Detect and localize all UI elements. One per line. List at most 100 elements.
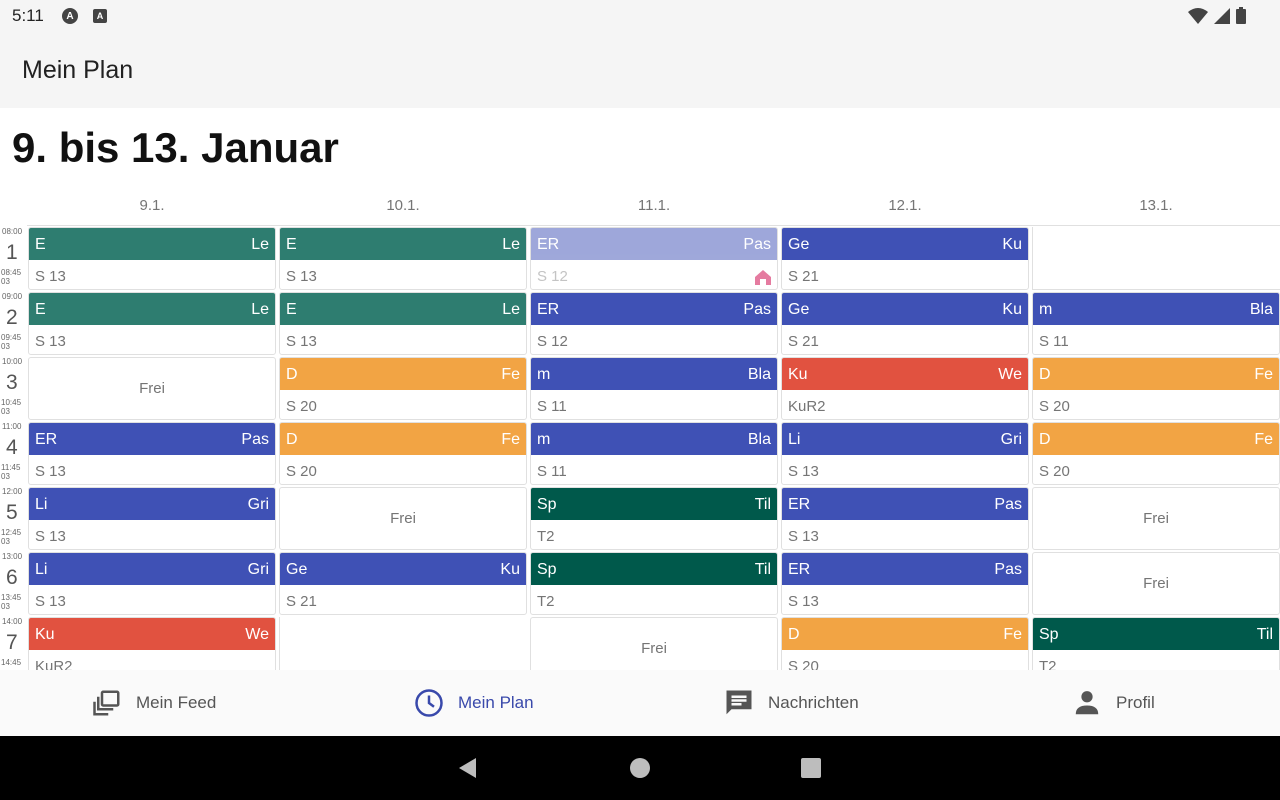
lesson-header: E Le [280,228,526,260]
lesson-cell[interactable]: Li Gri S 13 [28,552,276,615]
lesson-cell[interactable]: Sp Til T2 [530,552,778,615]
recents-icon[interactable] [799,756,823,780]
period-start-time: 13:00 [2,552,23,561]
lesson-cell[interactable]: Ku We KuR2 [781,357,1029,420]
lesson-cell[interactable]: E Le S 13 [28,292,276,355]
lesson-cell[interactable]: ER Pas S 13 [781,487,1029,550]
lesson-subject: D [1039,431,1051,448]
lesson-cell[interactable]: D Fe S 20 [1032,422,1280,485]
header-divider [27,225,1280,226]
lesson-cell[interactable]: ER Pas S 12 [530,292,778,355]
lesson-room: T2 [537,593,555,610]
lesson-cell[interactable]: D Fe S 20 [279,422,527,485]
nav-item-nachrichten[interactable]: Nachrichten [724,670,859,736]
lesson-cell[interactable]: E Le S 13 [279,227,527,290]
lesson-cell[interactable]: m Bla S 11 [530,422,778,485]
lesson-cell[interactable]: E Le S 13 [279,292,527,355]
lesson-cell[interactable]: Sp Til T2 [1032,617,1280,670]
lesson-cell[interactable]: m Bla S 11 [1032,292,1280,355]
period-label: 08:00 1 08:45 03 [0,226,27,291]
lesson-header: Sp Til [531,553,777,585]
lesson-cell[interactable]: Ge Ku S 21 [781,292,1029,355]
free-period-cell[interactable]: Frei [530,617,778,670]
lesson-teacher: Le [502,301,520,318]
home-icon[interactable] [628,756,652,780]
lesson-cell[interactable]: m Bla S 11 [530,357,778,420]
lesson-cell[interactable]: Ku We KuR2 [28,617,276,670]
lesson-subject: D [286,431,298,448]
lesson-subject: ER [788,496,811,513]
free-label: Frei [390,510,416,527]
period-number: 1 [6,241,18,264]
free-label: Frei [1143,510,1169,527]
free-period-cell[interactable]: Frei [279,487,527,550]
free-period-cell[interactable]: Frei [28,357,276,420]
lesson-room: S 12 [537,268,568,285]
lesson-header: D Fe [280,358,526,390]
free-period-cell[interactable]: Frei [1032,487,1280,550]
lesson-teacher: Til [754,561,771,578]
lesson-cell[interactable]: ER Pas S 13 [28,422,276,485]
period-start-time: 08:00 [2,227,23,236]
lesson-header: ER Pas [531,228,777,260]
lesson-subject: m [1039,301,1053,318]
lesson-subject: m [537,366,551,383]
lesson-header: D Fe [782,618,1028,650]
lesson-cell[interactable]: ER Pas S 13 [781,552,1029,615]
substitution-house-icon [755,270,771,285]
lesson-subject: ER [788,561,811,578]
lesson-room: S 21 [788,333,819,350]
lesson-room: S 13 [286,268,317,285]
nav-item-mein-plan[interactable]: Mein Plan [414,670,534,736]
lesson-subject: Sp [1039,626,1059,643]
lesson-cell[interactable]: Li Gri S 13 [781,422,1029,485]
clock-icon [414,688,444,718]
lesson-teacher: Fe [1254,366,1273,383]
lesson-header: m Bla [531,423,777,455]
lesson-header: ER Pas [782,488,1028,520]
nav-label: Nachrichten [768,693,859,712]
lesson-room: S 11 [537,398,567,415]
lesson-teacher: We [245,626,269,643]
free-label: Frei [641,640,667,657]
lesson-cell[interactable]: Ge Ku S 21 [781,227,1029,290]
app-bar: Mein Plan [0,32,1280,108]
period-end-time-line: 14:45 [1,658,22,667]
notification-app-icon: A [62,8,78,24]
period-start-time: 12:00 [2,487,23,496]
lesson-cell[interactable]: Sp Til T2 [530,487,778,550]
lesson-cell[interactable]: Li Gri S 13 [28,487,276,550]
lesson-cell[interactable]: D Fe S 20 [781,617,1029,670]
period-end-time: 10:45 03 [1,398,21,416]
lesson-subject: ER [35,431,58,448]
period-end-time: 11:45 03 [1,463,20,481]
nav-item-profil[interactable]: Profil [1072,670,1155,736]
lesson-cell[interactable]: E Le S 13 [28,227,276,290]
lesson-cell[interactable]: Ge Ku S 21 [279,552,527,615]
lesson-header: Sp Til [531,488,777,520]
period-end-time-line: 13:45 [1,593,22,602]
lesson-teacher: Bla [1249,301,1273,318]
back-icon[interactable] [456,756,480,780]
lesson-teacher: Gri [247,496,269,513]
lesson-subject: Sp [537,496,557,513]
lesson-teacher: Bla [747,366,771,383]
lesson-subject: ER [537,301,560,318]
lesson-teacher: Fe [1254,431,1273,448]
app-title: Mein Plan [22,56,134,84]
lesson-teacher: Le [251,301,269,318]
nav-item-mein-feed[interactable]: Mein Feed [92,670,216,736]
lesson-room: T2 [1039,658,1057,670]
free-period-cell[interactable]: Frei [1032,552,1280,615]
feed-icon [92,688,122,718]
lesson-cell[interactable]: ER Pas S 12 [530,227,778,290]
timetable-grid: 08:00 1 08:45 03 09:00 2 09:45 03 10:00 3 10:45 03 1… [0,226,1280,670]
lesson-header: ER Pas [531,293,777,325]
lesson-cell[interactable]: D Fe S 20 [1032,357,1280,420]
lesson-room: S 13 [35,333,66,350]
lesson-teacher: Le [251,236,269,253]
lesson-subject: Ku [788,366,808,383]
lesson-teacher: Ku [1002,301,1022,318]
lesson-cell[interactable]: D Fe S 20 [279,357,527,420]
lesson-subject: D [788,626,800,643]
